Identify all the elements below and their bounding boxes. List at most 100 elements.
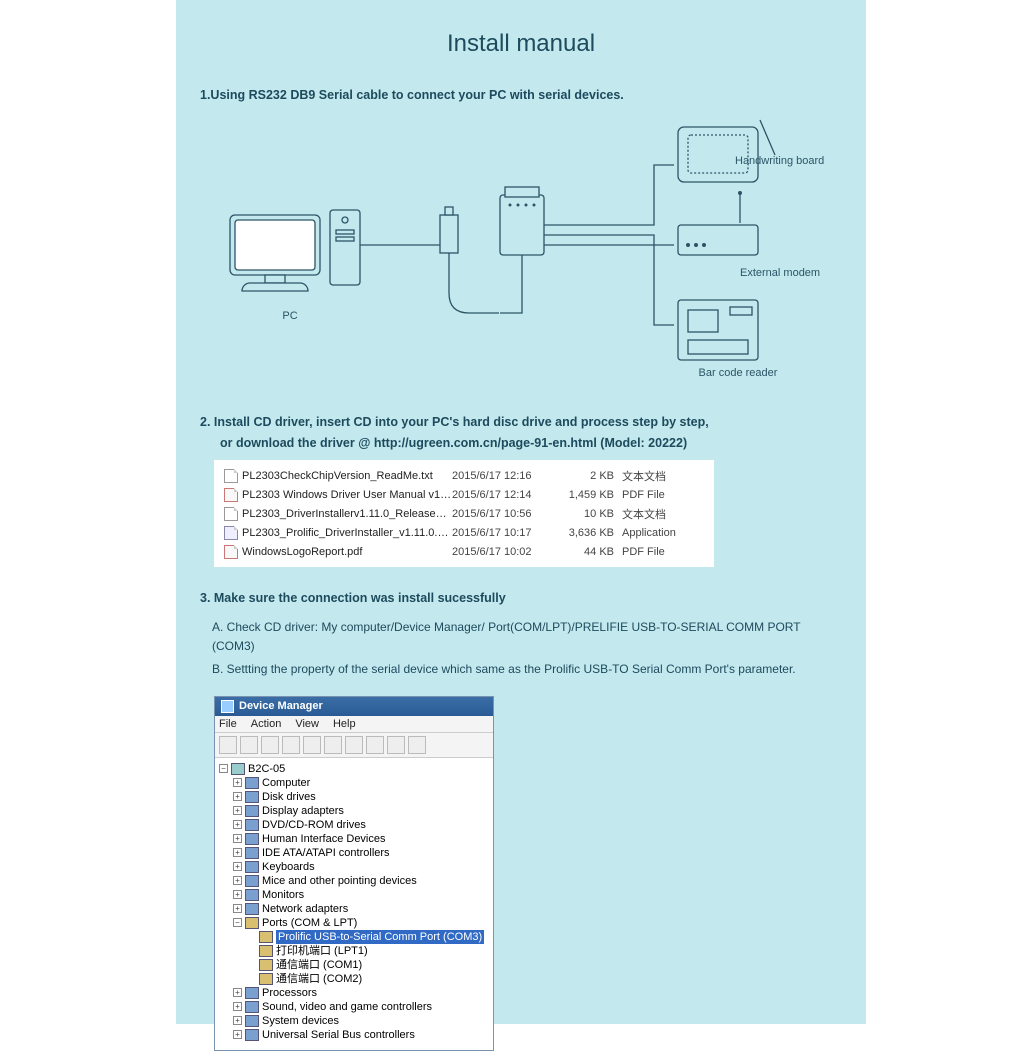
node-icon bbox=[245, 889, 259, 901]
node-label: Prolific USB-to-Serial Comm Port (COM3) bbox=[276, 930, 484, 944]
tool-back-icon[interactable] bbox=[219, 736, 237, 754]
step-3b: B. Settting the property of the serial d… bbox=[212, 660, 842, 679]
tool-help-icon[interactable] bbox=[345, 736, 363, 754]
tool-prop-icon[interactable] bbox=[324, 736, 342, 754]
tree-node[interactable]: 通信端口 (COM2) bbox=[219, 972, 489, 986]
file-type: Application bbox=[622, 527, 704, 539]
file-type: 文本文档 bbox=[622, 468, 704, 484]
expand-icon[interactable]: + bbox=[233, 792, 242, 801]
file-date: 2015/6/17 12:14 bbox=[452, 489, 562, 501]
tree-node[interactable]: +Sound, video and game controllers bbox=[219, 1000, 489, 1014]
node-icon bbox=[231, 763, 245, 775]
expand-icon[interactable] bbox=[247, 946, 256, 955]
dm-tree[interactable]: −B2C-05+Computer+Disk drives+Display ada… bbox=[215, 758, 493, 1050]
tree-node[interactable]: +Disk drives bbox=[219, 790, 489, 804]
tool-disable-icon[interactable] bbox=[408, 736, 426, 754]
expand-icon[interactable]: + bbox=[233, 1030, 242, 1039]
tool-view-icon[interactable] bbox=[282, 736, 300, 754]
tree-node[interactable]: +System devices bbox=[219, 1014, 489, 1028]
tree-node[interactable]: Prolific USB-to-Serial Comm Port (COM3) bbox=[219, 930, 489, 944]
node-icon bbox=[245, 903, 259, 915]
expand-icon[interactable]: + bbox=[233, 834, 242, 843]
file-type: PDF File bbox=[622, 489, 704, 501]
expand-icon[interactable]: + bbox=[233, 848, 242, 857]
tree-node[interactable]: 通信端口 (COM1) bbox=[219, 958, 489, 972]
expand-icon[interactable]: + bbox=[233, 778, 242, 787]
expand-icon[interactable] bbox=[247, 932, 256, 941]
expand-icon[interactable]: + bbox=[233, 806, 242, 815]
menu-help[interactable]: Help bbox=[333, 718, 356, 730]
node-label: 通信端口 (COM2) bbox=[276, 972, 362, 986]
node-label: Universal Serial Bus controllers bbox=[262, 1028, 415, 1042]
dm-title-icon bbox=[221, 700, 234, 713]
tool-up-icon[interactable] bbox=[261, 736, 279, 754]
expand-icon[interactable] bbox=[247, 960, 256, 969]
expand-icon[interactable]: − bbox=[233, 918, 242, 927]
expand-icon[interactable]: + bbox=[233, 1002, 242, 1011]
tool-forward-icon[interactable] bbox=[240, 736, 258, 754]
file-icon bbox=[224, 545, 238, 559]
expand-icon[interactable] bbox=[247, 974, 256, 983]
file-type: PDF File bbox=[622, 546, 704, 558]
file-row[interactable]: PL2303_Prolific_DriverInstaller_v1.11.0.… bbox=[224, 523, 704, 542]
expand-icon[interactable]: − bbox=[219, 764, 228, 773]
node-label: Monitors bbox=[262, 888, 304, 902]
menu-view[interactable]: View bbox=[295, 718, 319, 730]
dm-toolbar[interactable] bbox=[215, 733, 493, 758]
tree-node[interactable]: +Processors bbox=[219, 986, 489, 1000]
tree-node[interactable]: +DVD/CD-ROM drives bbox=[219, 818, 489, 832]
dm-menubar[interactable]: File Action View Help bbox=[215, 716, 493, 733]
menu-file[interactable]: File bbox=[219, 718, 237, 730]
file-date: 2015/6/17 10:02 bbox=[452, 546, 562, 558]
tree-node[interactable]: + Computer bbox=[219, 776, 489, 790]
device-manager-window: Device Manager FileActionViewHelp −B2C-0… bbox=[214, 696, 494, 1051]
node-label: Computer bbox=[262, 776, 310, 790]
tree-node[interactable]: + Display adapters bbox=[219, 804, 489, 818]
manual-page: Install manual 1.Using RS232 DB9 Serial … bbox=[176, 0, 866, 1024]
tree-node[interactable]: + Mice and other pointing devices bbox=[219, 874, 489, 888]
node-icon bbox=[245, 1029, 259, 1041]
tree-node[interactable]: + Universal Serial Bus controllers bbox=[219, 1028, 489, 1042]
tree-node[interactable]: + Human Interface Devices bbox=[219, 832, 489, 846]
step-3: 3. Make sure the connection was install … bbox=[200, 589, 842, 608]
node-icon bbox=[245, 847, 259, 859]
menu-action[interactable]: Action bbox=[251, 718, 282, 730]
file-name: PL2303_Prolific_DriverInstaller_v1.11.0.… bbox=[242, 527, 452, 539]
node-label: Human Interface Devices bbox=[262, 832, 386, 846]
node-icon bbox=[259, 945, 273, 957]
node-icon bbox=[245, 917, 259, 929]
tree-node[interactable]: + Monitors bbox=[219, 888, 489, 902]
label-modem: External modem bbox=[740, 267, 860, 279]
expand-icon[interactable]: + bbox=[233, 988, 242, 997]
tool-uninstall-icon[interactable] bbox=[387, 736, 405, 754]
tool-scan-icon[interactable] bbox=[366, 736, 384, 754]
node-label: Display adapters bbox=[262, 804, 344, 818]
tree-node[interactable]: 打印机端口 (LPT1) bbox=[219, 944, 489, 958]
tree-node[interactable]: +Keyboards bbox=[219, 860, 489, 874]
tree-node[interactable]: +IDE ATA/ATAPI controllers bbox=[219, 846, 489, 860]
expand-icon[interactable]: + bbox=[233, 904, 242, 913]
expand-icon[interactable]: + bbox=[233, 820, 242, 829]
tree-node[interactable]: +Network adapters bbox=[219, 902, 489, 916]
file-row[interactable]: PL2303_DriverInstallerv1.11.0_ReleaseNot… bbox=[224, 504, 704, 523]
tree-node[interactable]: − B2C-05 bbox=[219, 762, 489, 776]
step-3a: A. Check CD driver: My computer/Device M… bbox=[212, 618, 842, 656]
file-row[interactable]: PL2303 Windows Driver User Manual v1.11.… bbox=[224, 485, 704, 504]
node-icon bbox=[245, 1001, 259, 1013]
file-size: 3,636 KB bbox=[562, 527, 622, 539]
file-type: 文本文档 bbox=[622, 506, 704, 522]
expand-icon[interactable]: + bbox=[233, 876, 242, 885]
file-row[interactable]: PL2303CheckChipVersion_ReadMe.txt2015/6/… bbox=[224, 466, 704, 485]
node-label: B2C-05 bbox=[248, 762, 285, 776]
node-label: Mice and other pointing devices bbox=[262, 874, 417, 888]
tool-refresh-icon[interactable] bbox=[303, 736, 321, 754]
file-name: PL2303_DriverInstallerv1.11.0_ReleaseNot… bbox=[242, 508, 452, 520]
node-icon bbox=[245, 791, 259, 803]
node-icon bbox=[245, 833, 259, 845]
tree-node[interactable]: −Ports (COM & LPT) bbox=[219, 916, 489, 930]
file-size: 44 KB bbox=[562, 546, 622, 558]
expand-icon[interactable]: + bbox=[233, 862, 242, 871]
file-size: 2 KB bbox=[562, 470, 622, 482]
expand-icon[interactable]: + bbox=[233, 890, 242, 899]
file-row[interactable]: WindowsLogoReport.pdf2015/6/17 10:0244 K… bbox=[224, 542, 704, 561]
